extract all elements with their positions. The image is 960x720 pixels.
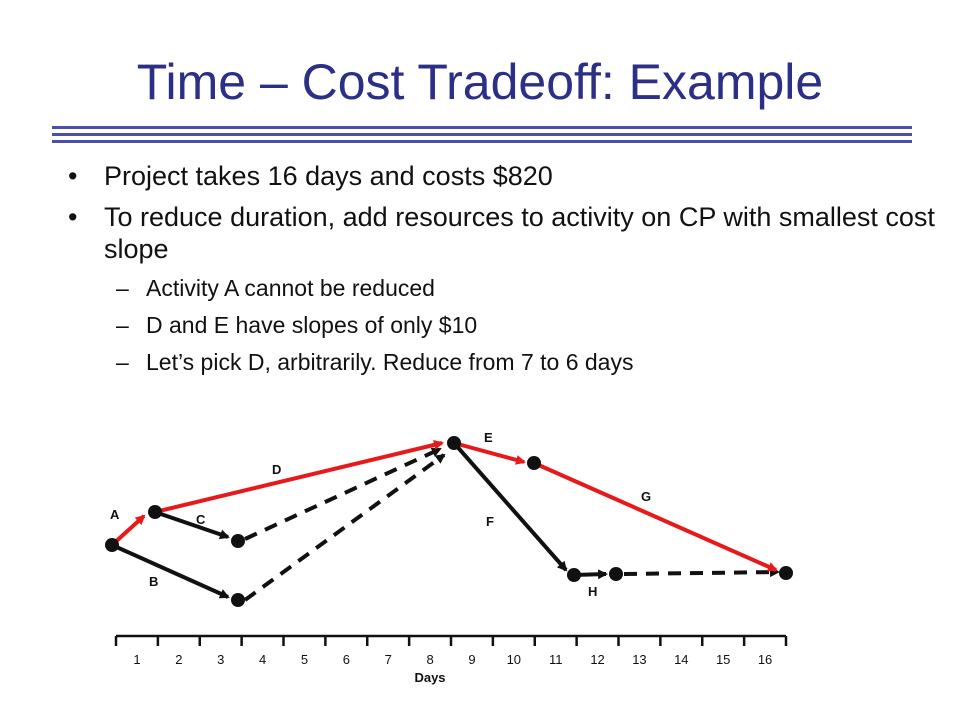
dummy-activity bbox=[623, 567, 780, 578]
sub-bullet-text: Let’s pick D, arbitrarily. Reduce from 7… bbox=[146, 349, 634, 375]
activity-b-arrow bbox=[111, 543, 230, 599]
tick-label: 8 bbox=[426, 652, 433, 667]
tick-label: 5 bbox=[301, 652, 308, 667]
tick-label: 3 bbox=[217, 652, 224, 667]
tick-label: 10 bbox=[507, 652, 521, 667]
tick-label: 13 bbox=[632, 652, 646, 667]
activity-a-arrow bbox=[110, 514, 146, 547]
event-node bbox=[609, 567, 623, 581]
activity-e-arrow bbox=[453, 441, 526, 465]
activity-b-label: B bbox=[149, 574, 158, 589]
activity-h-label: H bbox=[588, 584, 597, 599]
sub-bullet-item: – Activity A cannot be reduced bbox=[58, 274, 938, 302]
sub-bullet-text: Activity A cannot be reduced bbox=[146, 275, 435, 301]
event-node bbox=[231, 534, 245, 548]
activity-f-arrow bbox=[452, 441, 568, 572]
bullet-dot-icon: • bbox=[68, 161, 78, 191]
tick-label: 11 bbox=[549, 652, 563, 667]
tick-label: 7 bbox=[385, 652, 392, 667]
dash-icon: – bbox=[116, 275, 129, 301]
bullet-text: To reduce duration, add resources to act… bbox=[104, 202, 935, 264]
activity-c-arrow bbox=[154, 510, 230, 540]
event-node bbox=[148, 505, 162, 519]
tick-label: 4 bbox=[259, 652, 266, 667]
sub-bullet-item: – D and E have slopes of only $10 bbox=[58, 311, 938, 339]
event-node bbox=[447, 436, 461, 450]
bullet-item: • Project takes 16 days and costs $820 bbox=[58, 160, 938, 192]
activity-c-label: C bbox=[196, 512, 206, 527]
slide-title: Time – Cost Tradeoff: Example bbox=[136, 54, 824, 110]
tick-label: 6 bbox=[343, 652, 350, 667]
event-node bbox=[779, 566, 793, 580]
dummy-activity bbox=[244, 447, 442, 541]
bullet-text: Project takes 16 days and costs $820 bbox=[104, 161, 553, 191]
event-node bbox=[527, 456, 541, 470]
activity-e-label: E bbox=[484, 430, 493, 445]
tick-label: 1 bbox=[133, 652, 140, 667]
activity-a-label: A bbox=[110, 507, 120, 522]
bullet-item: • To reduce duration, add resources to a… bbox=[58, 201, 938, 265]
event-node bbox=[105, 538, 119, 552]
tick-label: 9 bbox=[468, 652, 475, 667]
sub-bullet-item: – Let’s pick D, arbitrarily. Reduce from… bbox=[58, 348, 938, 376]
title-underline bbox=[52, 126, 912, 144]
sub-bullet-text: D and E have slopes of only $10 bbox=[146, 312, 478, 338]
dummy-activity bbox=[243, 453, 446, 602]
tick-label: 12 bbox=[590, 652, 604, 667]
tick-label: 15 bbox=[716, 652, 730, 667]
activity-f-label: F bbox=[486, 514, 494, 529]
activity-d-arrow bbox=[154, 440, 444, 514]
tick-label: 16 bbox=[758, 652, 772, 667]
bullet-dot-icon: • bbox=[68, 202, 78, 232]
event-node bbox=[231, 593, 245, 607]
activity-d-label: D bbox=[272, 462, 281, 477]
timeline-ticks: 1 2 3 4 5 6 7 8 9 10 11 12 13 14 15 16 bbox=[114, 636, 788, 667]
event-node bbox=[567, 568, 581, 582]
axis-title: Days bbox=[414, 670, 445, 685]
tick-label: 2 bbox=[175, 652, 182, 667]
activity-g-label: G bbox=[641, 489, 651, 504]
bullet-list: • Project takes 16 days and costs $820 •… bbox=[58, 160, 938, 385]
activity-g-arrow bbox=[533, 461, 778, 572]
tick-label: 14 bbox=[674, 652, 688, 667]
dash-icon: – bbox=[116, 312, 129, 338]
dash-icon: – bbox=[116, 349, 129, 375]
